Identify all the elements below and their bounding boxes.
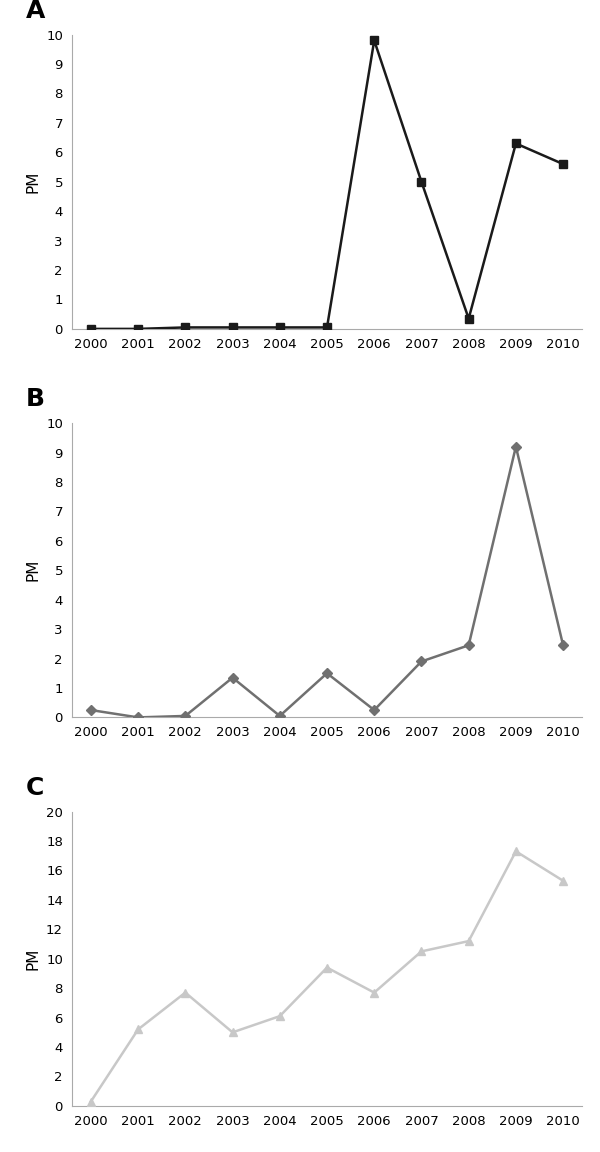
Y-axis label: PM: PM <box>25 948 40 970</box>
Y-axis label: PM: PM <box>26 559 41 582</box>
Text: A: A <box>26 0 46 23</box>
Text: C: C <box>26 775 44 799</box>
Text: B: B <box>26 387 45 411</box>
Y-axis label: PM: PM <box>26 170 41 192</box>
